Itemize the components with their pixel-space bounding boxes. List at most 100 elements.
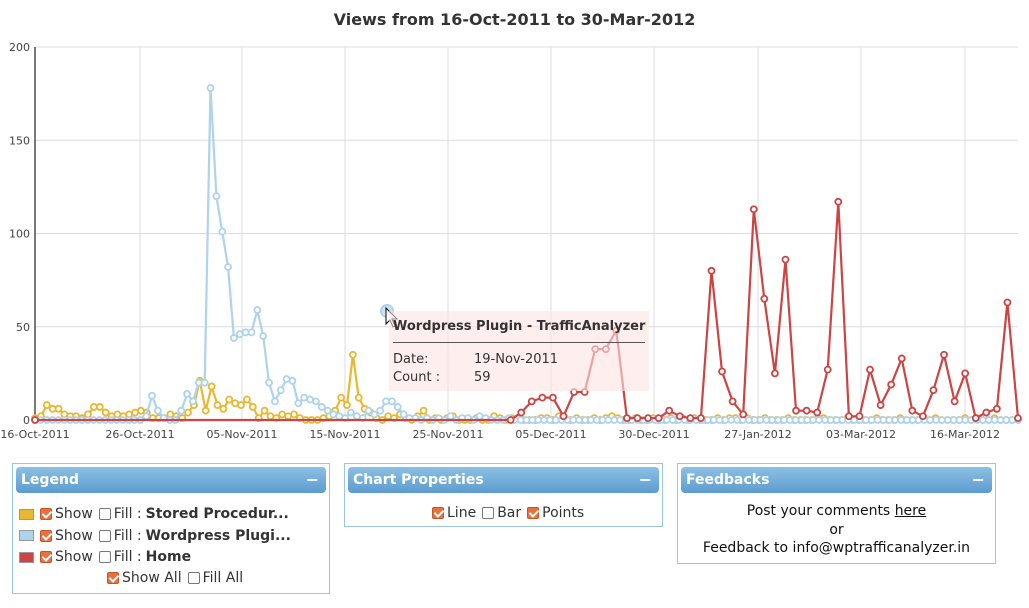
data-point (855, 412, 864, 421)
data-point (213, 401, 222, 409)
fill-label: Fill : (113, 506, 142, 522)
legend-panel: Legend − Show Fill : Stored Procedur... Sho… (12, 463, 330, 594)
data-point (770, 369, 779, 378)
data-point (633, 414, 642, 423)
data-point (813, 408, 822, 417)
data-point (177, 406, 186, 415)
series-name: Stored Procedur... (145, 506, 289, 522)
data-point (260, 406, 269, 415)
tooltip-count-label: Count : (393, 370, 441, 385)
comments-link[interactable]: here (894, 503, 927, 519)
data-point (183, 389, 192, 398)
feedback-prefix: Post your comments (746, 503, 895, 519)
series-name: Wordpress Plugi... (145, 527, 291, 544)
bar-checkbox[interactable] (482, 507, 495, 519)
fill-all-checkbox[interactable] (187, 572, 200, 584)
data-point (225, 395, 234, 404)
legend-panel-header[interactable]: Legend − (16, 467, 326, 493)
data-point (527, 397, 536, 406)
data-point (370, 410, 379, 419)
data-point (982, 408, 991, 417)
line-label: Line (447, 505, 477, 521)
feedback-line-1: Post your comments here (678, 503, 995, 519)
chart-properties-header[interactable]: Chart Properties − (348, 467, 659, 493)
data-point (212, 192, 221, 201)
legend-all-row: Show All Fill All (107, 569, 243, 587)
data-point (675, 412, 684, 421)
data-point (253, 306, 262, 314)
data-point (538, 393, 547, 402)
legend-panel-title: Legend (21, 472, 79, 488)
data-tooltip: Wordpress Plugin - TrafficAnalyzer Date:… (389, 311, 649, 391)
fill-checkbox[interactable] (98, 551, 111, 563)
data-point (823, 365, 832, 374)
collapse-icon[interactable]: − (638, 470, 652, 489)
series-swatch (19, 508, 34, 520)
data-point (918, 412, 927, 421)
data-point (876, 401, 885, 409)
data-point (200, 378, 209, 387)
data-point (265, 378, 273, 387)
show-label: Show (55, 506, 93, 522)
data-point (376, 406, 385, 415)
series-swatch (19, 530, 34, 541)
data-point (707, 266, 716, 275)
data-point (549, 393, 557, 402)
show-checkbox[interactable] (40, 529, 52, 542)
data-point (317, 403, 326, 411)
data-point (728, 397, 737, 406)
data-point (908, 406, 917, 415)
fill-label: Fill : (113, 527, 142, 544)
data-point (686, 414, 695, 423)
data-point (419, 406, 428, 415)
feedback-panel-header[interactable]: Feedbacks − (681, 467, 992, 493)
bar-label: Bar (497, 505, 522, 521)
data-point (940, 350, 948, 359)
data-point (290, 410, 298, 419)
data-point (354, 393, 363, 402)
feedback-panel-title: Feedbacks (686, 472, 770, 488)
feedback-line-2: or (829, 522, 844, 538)
show-all-label: Show All (122, 570, 182, 586)
data-point (834, 197, 843, 206)
data-point (323, 406, 332, 415)
collapse-icon[interactable]: − (305, 470, 319, 489)
line-checkbox[interactable] (432, 507, 444, 519)
data-point (343, 401, 351, 409)
tooltip-date-label: Date: (393, 352, 429, 367)
data-point (399, 410, 408, 419)
data-point (219, 404, 228, 413)
show-label: Show (55, 527, 93, 544)
data-point (148, 391, 156, 400)
data-point (270, 397, 279, 406)
show-label: Show (55, 549, 93, 565)
tooltip-date-value: 19-Nov-2011 (474, 352, 559, 367)
fill-checkbox[interactable] (98, 508, 111, 520)
data-point (184, 408, 192, 417)
data-point (388, 397, 396, 406)
fill-checkbox[interactable] (98, 529, 111, 542)
tooltip-count-value: 59 (474, 370, 491, 385)
data-point (207, 382, 216, 391)
line-chart: 0 50 100 150 200 16-Oct-2011 26-Oct-2011 05-Nov… (0, 41, 1022, 441)
data-point (294, 399, 303, 408)
data-point (739, 410, 748, 419)
x-tick-label: 03-Mar-2012 (826, 428, 896, 441)
data-point (971, 414, 980, 423)
fill-all-label: Fill All (202, 570, 244, 586)
x-tick-label: 16-Mar-2012 (930, 428, 1000, 441)
points-checkbox[interactable] (527, 507, 540, 519)
x-tick-label: 05-Dec-2011 (515, 428, 586, 441)
data-point (218, 227, 227, 236)
data-point (697, 414, 705, 423)
show-checkbox[interactable] (40, 508, 52, 520)
data-point (665, 406, 674, 415)
collapse-icon[interactable]: − (971, 470, 985, 489)
series-wordpress-plugi (31, 84, 1022, 424)
tooltip-series: Wordpress Plugin - TrafficAnalyzer (393, 319, 646, 334)
y-tick-label: 100 (9, 228, 30, 241)
data-point (95, 403, 104, 411)
show-checkbox[interactable] (40, 551, 52, 563)
data-point (364, 406, 373, 415)
show-all-checkbox[interactable] (107, 572, 119, 584)
